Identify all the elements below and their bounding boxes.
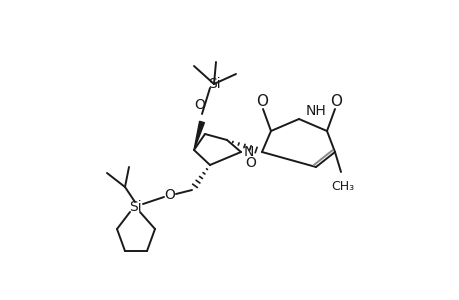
Text: N: N xyxy=(243,145,253,159)
Text: Si: Si xyxy=(129,200,141,214)
Text: O: O xyxy=(329,94,341,109)
Text: O: O xyxy=(256,94,268,109)
Text: O: O xyxy=(164,188,175,202)
Text: Si: Si xyxy=(207,77,220,91)
Text: NH: NH xyxy=(305,104,326,118)
Polygon shape xyxy=(194,121,204,150)
Text: O: O xyxy=(194,98,205,112)
Text: CH₃: CH₃ xyxy=(331,180,354,193)
Text: O: O xyxy=(245,156,255,170)
